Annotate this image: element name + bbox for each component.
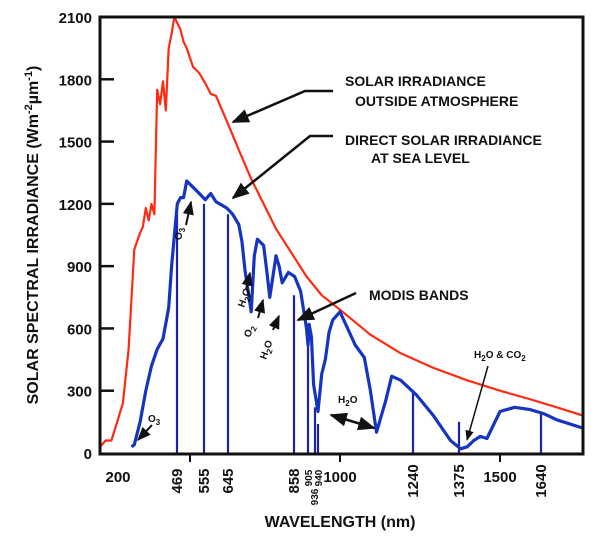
annotation-h2o-co2: H2O & CO2	[465, 350, 526, 442]
y-tick-label: 1200	[59, 197, 92, 214]
x-tick-label: 1640	[533, 464, 550, 497]
annotation-h2o-b: H2O	[258, 314, 280, 362]
x-tick-label: 1500	[483, 469, 516, 486]
svg-text:H2O: H2O	[258, 339, 277, 362]
y-axis-title: SOLAR SPECTRAL IRRADIANCE (Wm-2µm-1)	[23, 66, 42, 405]
y-tick-label: 300	[67, 384, 92, 401]
y-tick-label: 0	[84, 446, 92, 463]
annotation-sea-level: DIRECT SOLAR IRRADIANCE AT SEA LEVEL	[231, 132, 542, 200]
svg-text:SOLAR IRRADIANCE: SOLAR IRRADIANCE	[345, 73, 486, 89]
x-tick-label: 936	[310, 488, 321, 505]
svg-text:MODIS BANDS: MODIS BANDS	[369, 287, 469, 303]
x-tick-label: 200	[105, 469, 130, 486]
annotation-o3-high: O3	[174, 200, 194, 240]
svg-text:DIRECT SOLAR IRRADIANCE: DIRECT SOLAR IRRADIANCE	[345, 132, 542, 148]
annotation-outside-atmosphere: SOLAR IRRADIANCE OUTSIDE ATMOSPHERE	[231, 73, 518, 124]
svg-text:H2O: H2O	[338, 395, 358, 408]
y-tick-label: 1800	[59, 72, 92, 89]
annotation-modis-bands: MODIS BANDS	[296, 287, 469, 322]
svg-text:O3: O3	[174, 227, 187, 240]
x-tick-label: 940	[314, 469, 325, 486]
series-line-outside-atmosphere	[99, 15, 584, 448]
x-tick-label: 858	[286, 468, 303, 493]
annotation-h2o-c: H2O	[329, 395, 376, 431]
x-tick-label: 645	[220, 468, 237, 493]
modis-bands	[175, 203, 543, 453]
x-tick-label: 555	[196, 468, 213, 493]
x-tick-label: 1375	[451, 464, 468, 497]
svg-text:OUTSIDE ATMOSPHERE: OUTSIDE ATMOSPHERE	[355, 93, 518, 109]
x-tick-label: 1240	[405, 464, 422, 497]
svg-text:O2: O2	[242, 323, 259, 339]
annotation-o3-low: O3	[137, 414, 161, 442]
series-line-sea-level	[130, 179, 584, 451]
y-axis: 0 300 600 900 1200 1500 1800 2100	[59, 10, 114, 463]
x-axis-title: WAVELENGTH (nm)	[265, 514, 416, 531]
y-tick-label: 2100	[59, 10, 92, 27]
series-lines	[99, 15, 584, 451]
y-tick-label: 1500	[59, 135, 92, 152]
y-tick-label: 900	[67, 259, 92, 276]
svg-text:H2O & CO2: H2O & CO2	[474, 350, 526, 363]
plot-frame	[98, 15, 585, 456]
svg-text:AT SEA LEVEL: AT SEA LEVEL	[371, 150, 470, 166]
x-tick-label: 1000	[323, 469, 356, 486]
x-tick-label: 905	[304, 469, 315, 486]
y-tick-label: 600	[67, 321, 92, 338]
x-tick-label: 469	[169, 468, 186, 493]
svg-text:O3: O3	[148, 414, 161, 427]
